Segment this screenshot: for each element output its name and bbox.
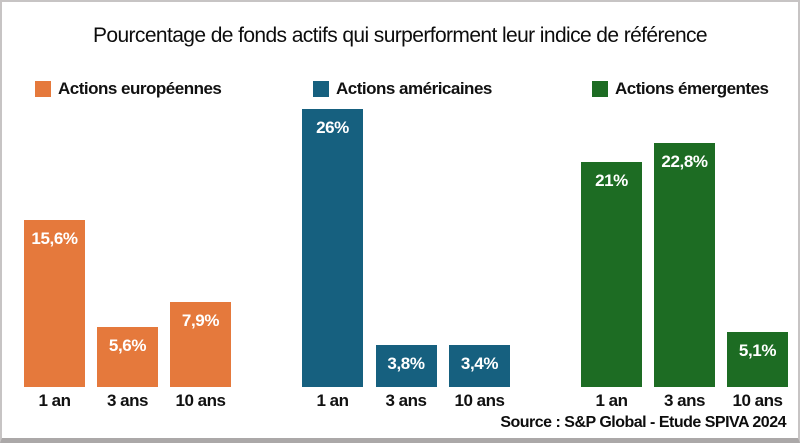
bars-area: 21% 22,8% 5,1% — [581, 80, 788, 387]
bar-cell: 22,8% — [654, 143, 715, 387]
bar-cell: 15,6% — [24, 220, 85, 387]
bar-cell: 26% — [302, 109, 363, 387]
category-label-1an: 1 an — [38, 391, 71, 410]
source-note: Source : S&P Global - Etude SPIVA 2024 — [500, 414, 786, 431]
bar-cell: 21% — [581, 162, 642, 387]
category-labels: 1 an 3 ans 10 ans — [24, 391, 231, 411]
category-label-10ans: 10 ans — [454, 391, 505, 410]
category-labels: 1 an 3 ans 10 ans — [581, 391, 788, 411]
bar-value-label: 21% — [595, 171, 628, 190]
bar-value-label: 5,6% — [108, 336, 147, 355]
legend-label: Actions américaines — [336, 79, 492, 98]
bars-area: 15,6% 5,6% 7,9% — [24, 80, 231, 387]
bar-value-label: 5,1% — [738, 341, 777, 360]
bar-cell: 3,4% — [449, 345, 510, 387]
bar-emergentes-1an: 21% — [581, 162, 642, 387]
legend-color-swatch — [35, 81, 51, 97]
bar-emergentes-10ans: 5,1% — [727, 332, 788, 387]
category-label-3ans: 3 ans — [107, 391, 148, 410]
legend-emergentes: Actions émergentes — [592, 79, 788, 98]
bar-europeennes-10ans: 7,9% — [170, 302, 231, 387]
bar-europeennes-3ans: 5,6% — [97, 327, 158, 387]
chart-group-americaines: Actions américaines 26% 3,8% 3,4% 1 an 3… — [302, 79, 510, 415]
bar-value-label: 3,8% — [387, 354, 425, 373]
bar-value-label: 7,9% — [181, 311, 220, 330]
category-label-1an: 1 an — [595, 391, 628, 410]
bar-emergentes-3ans: 22,8% — [654, 143, 715, 387]
bar-americaines-3ans: 3,8% — [375, 345, 437, 387]
category-label-10ans: 10 ans — [175, 391, 226, 410]
bar-cell: 7,9% — [170, 302, 231, 387]
category-labels: 1 an 3 ans 10 ans — [302, 391, 510, 411]
bar-europeennes-1an: 15,6% — [24, 220, 85, 387]
bar-value-label: 3,4% — [460, 354, 499, 373]
chart-group-emergentes: Actions émergentes 21% 22,8% 5,1% 1 an 3… — [581, 79, 788, 415]
bar-value-label: 26% — [316, 118, 349, 137]
legend-europeennes: Actions européennes — [35, 79, 231, 98]
legend-label: Actions européennes — [58, 79, 222, 98]
bar-americaines-10ans: 3,4% — [449, 345, 510, 387]
legend-americaines: Actions américaines — [313, 79, 510, 98]
chart-title: Pourcentage de fonds actifs qui surperfo… — [92, 24, 708, 47]
bar-americaines-1an: 26% — [302, 109, 363, 387]
bar-cell: 5,1% — [727, 332, 788, 387]
category-label-10ans: 10 ans — [732, 391, 783, 410]
bar-cell: 3,8% — [375, 345, 437, 387]
category-label-3ans: 3 ans — [664, 391, 705, 410]
legend-color-swatch — [313, 81, 329, 97]
legend-color-swatch — [592, 81, 608, 97]
bar-cell: 5,6% — [97, 327, 158, 387]
bar-value-label: 15,6% — [31, 229, 78, 248]
chart-group-europeennes: Actions européennes 15,6% 5,6% 7,9% 1 an… — [24, 79, 231, 415]
bars-area: 26% 3,8% 3,4% — [302, 80, 510, 387]
category-label-1an: 1 an — [316, 391, 349, 410]
bar-value-label: 22,8% — [661, 152, 708, 171]
legend-label: Actions émergentes — [615, 79, 769, 98]
category-label-3ans: 3 ans — [385, 391, 427, 410]
